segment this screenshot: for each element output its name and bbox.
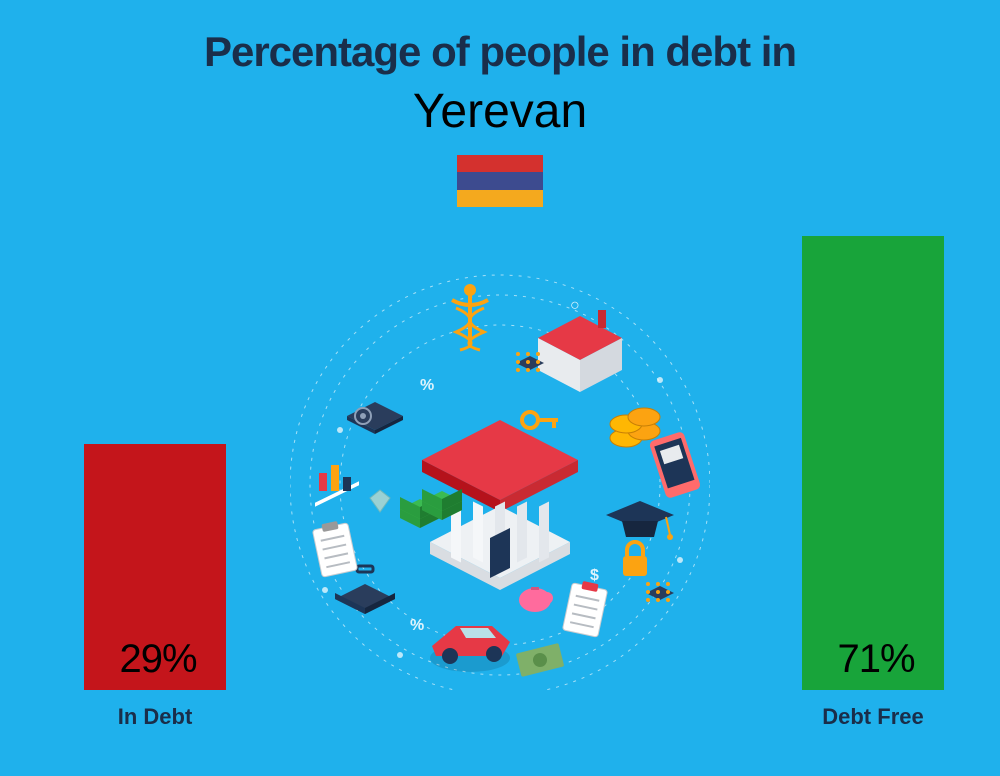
armenia-flag	[457, 155, 543, 207]
bar-debt-free: 71% Debt Free	[802, 236, 944, 730]
svg-text:$: $	[590, 567, 599, 584]
page-subtitle: Yerevan	[0, 84, 1000, 139]
svg-text:%: %	[420, 377, 434, 394]
bar-in-debt-value: 29%	[113, 637, 196, 690]
flag-stripe-orange	[457, 190, 543, 207]
svg-text:○: ○	[570, 297, 580, 314]
flag-stripe-red	[457, 155, 543, 172]
finance-illustration: % $% ○	[290, 270, 710, 690]
bar-debt-free-value: 71%	[831, 637, 914, 690]
bar-in-debt-label: In Debt	[118, 704, 193, 730]
bar-in-debt-rect: 29%	[84, 444, 226, 690]
svg-text:%: %	[410, 617, 424, 634]
bar-in-debt: 29% In Debt	[84, 444, 226, 730]
finance-svg: % $% ○	[290, 270, 710, 690]
bar-debt-free-rect: 71%	[802, 236, 944, 690]
page-title: Percentage of people in debt in	[0, 0, 1000, 76]
flag-stripe-blue	[457, 172, 543, 189]
bar-debt-free-label: Debt Free	[822, 704, 923, 730]
